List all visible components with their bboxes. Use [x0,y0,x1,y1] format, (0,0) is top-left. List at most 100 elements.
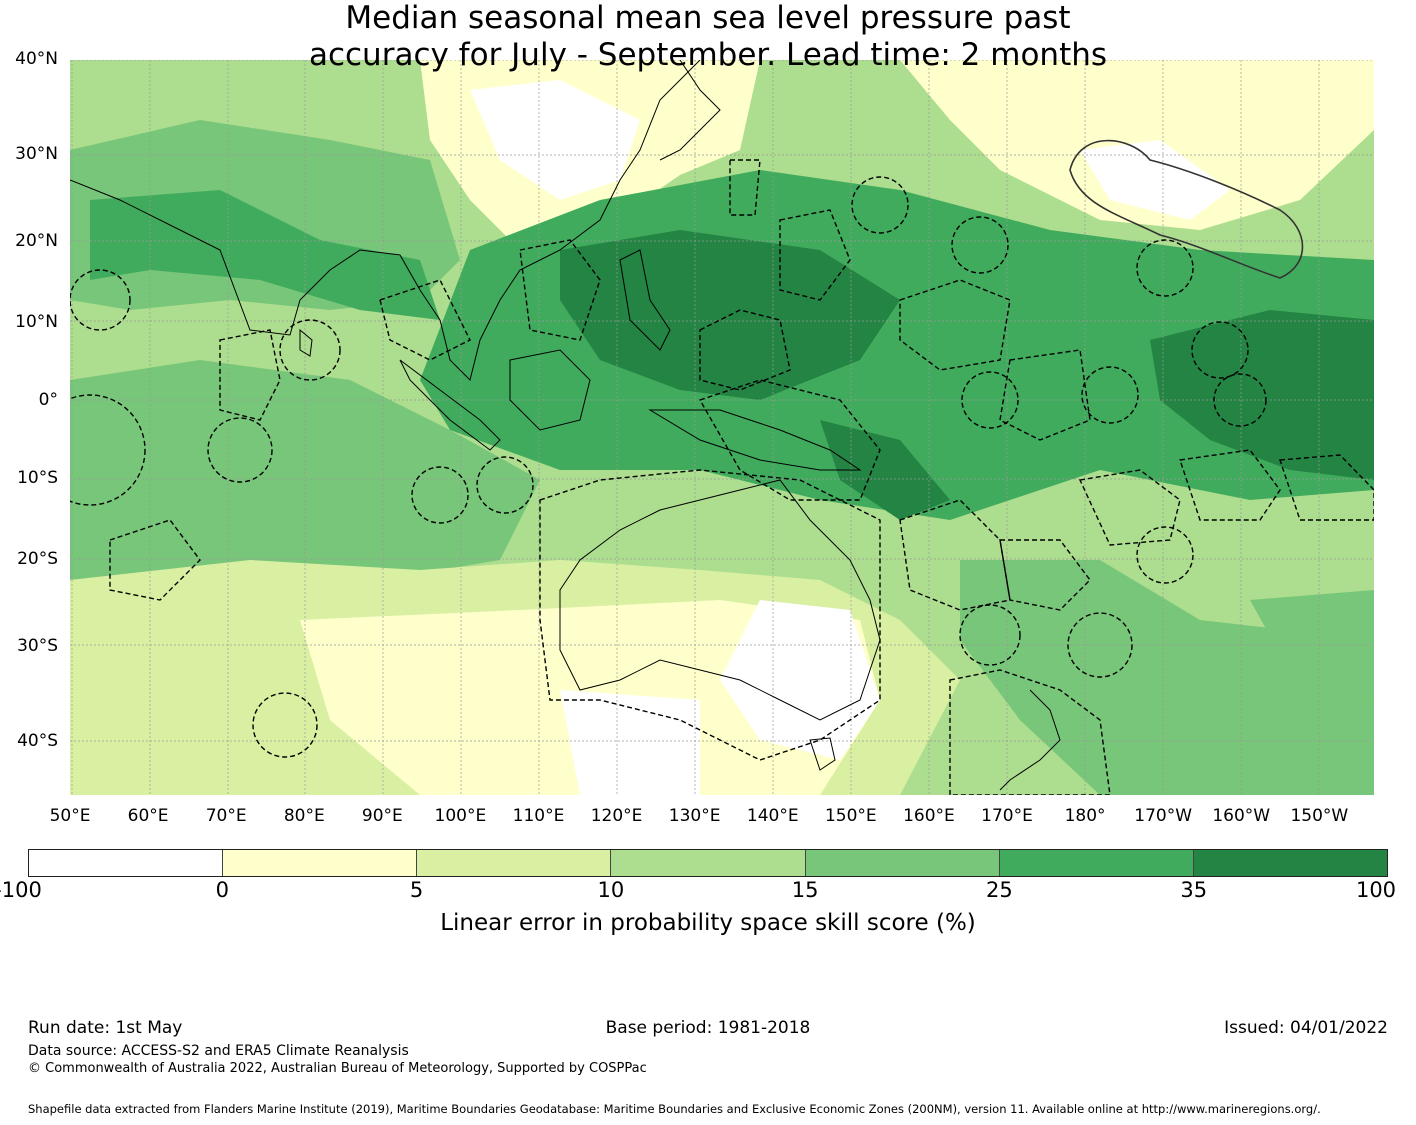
eez-circle [1081,366,1139,424]
region-south-of-australia-negative [560,690,700,795]
colorbar-tick-label: 100 [1355,878,1397,902]
eez-circle [851,176,909,234]
eez-circle [476,456,534,514]
eez-polygon [698,379,881,501]
map-title-line-1: Median seasonal mean sea level pressure … [345,0,1071,36]
eez-polygon [379,279,471,361]
colorbar-tick-label: 35 [1180,878,1208,902]
coastline-borneo [509,349,591,431]
run-date: Run date: 1st May [28,1018,183,1038]
skill-field [70,60,1374,795]
eez-polygon [539,469,881,761]
eez-hawaii [1069,139,1304,279]
coastline-india [70,179,441,336]
coastline-southeast-asia [439,60,701,381]
coastlines [70,60,1061,791]
base-period: Base period: 1981-2018 [605,1018,811,1038]
eez-polygon [1179,449,1281,521]
eez-polygon [109,519,201,601]
coastline-new-guinea [648,409,862,471]
longitude-label: 160°W [1212,806,1271,826]
skill-score-map [70,60,1374,795]
longitude-label: 150°E [824,806,877,826]
eez-polygon [949,669,1111,795]
eez-polygon [899,279,1011,371]
eez-boundaries [70,159,1374,795]
longitude-label: 150°W [1290,806,1349,826]
coastline-sumatra [399,359,501,451]
longitude-label: 70°E [205,806,247,826]
longitude-label: 100°E [434,806,487,826]
colorbar-segment [417,850,612,876]
colorbar-tick-label: -100 [0,878,42,902]
region-tasman-moderate [960,560,1374,795]
colorbar-segment [999,850,1194,876]
latitude-label: 10°S [17,468,58,489]
latitude-label: 10°N [15,311,58,332]
longitude-label: 120°E [590,806,643,826]
colorbar [28,849,1388,877]
longitude-label: 140°E [746,806,799,826]
eez-circle [207,417,273,483]
graticule [70,60,1374,795]
coastline-philippines [619,249,671,351]
colorbar-tick-label: 5 [409,878,424,902]
colorbar-label: Linear error in probability space skill … [440,910,976,936]
colorbar-segment [1193,850,1387,876]
eez-circle [1136,239,1194,297]
longitude-label: 130°E [668,806,721,826]
colorbar-segment [29,850,224,876]
map-title-line-2: accuracy for July - September. Lead time… [308,37,1108,73]
eez-circle [70,394,146,506]
region-central-pacific-very-high [1150,310,1374,480]
colorbar-tick-label: 10 [597,878,625,902]
latitude-label: 30°N [15,144,58,165]
eez-polygon [999,349,1091,441]
eez-circle [951,216,1009,274]
eez-circle [1067,612,1133,678]
coastline-japan [659,60,721,161]
latitude-label: 0° [38,390,58,411]
eez-circle [411,466,469,524]
eez-polygon [999,539,1091,611]
coastline-new-zealand [999,689,1061,791]
longitude-label: 90°E [361,806,403,826]
colorbar-segment [223,850,418,876]
region-coral-sea-very-high [820,420,950,520]
region-australia-negative-skill [720,600,880,760]
issued-date: Issued: 04/01/2022 [1224,1018,1388,1038]
eez-circle [70,269,131,331]
colorbar-tick-label: 15 [791,878,819,902]
coastline-tasmania [809,737,836,771]
eez-circle [1213,373,1267,427]
longitude-label: 80°E [283,806,325,826]
eez-circle [279,319,341,381]
eez-polygon [699,309,791,391]
copyright-notice: © Commonwealth of Australia 2022, Austra… [28,1061,647,1076]
eez-polygon [729,159,761,216]
longitude-label: 60°E [127,806,169,826]
eez-circle [252,692,318,758]
eez-circle [1191,321,1249,379]
coastline-sri-lanka [299,328,313,357]
region-bay-of-bengal-high [90,190,440,320]
shapefile-credit: Shapefile data extracted from Flanders M… [28,1102,1321,1116]
longitude-label: 170°W [1134,806,1193,826]
latitude-label: 20°N [15,230,58,251]
region-hawaii-low-skill [1080,140,1230,220]
longitude-label: 110°E [512,806,565,826]
eez-circle [1136,526,1194,584]
data-source: Data source: ACCESS-S2 and ERA5 Climate … [28,1043,409,1059]
longitude-label: 180° [1064,806,1106,826]
colorbar-tick-label: 25 [986,878,1013,902]
latitude-label: 40°S [17,731,58,752]
eez-polygon [1078,469,1181,546]
longitude-label: 50°E [49,806,91,826]
latitude-label: 30°S [17,635,58,656]
eez-circle [961,371,1019,429]
eez-polygon [219,329,281,421]
colorbar-segment [611,850,806,876]
longitude-label: 170°E [981,806,1033,826]
eez-circle [959,604,1021,666]
eez-polygon [1279,454,1374,521]
